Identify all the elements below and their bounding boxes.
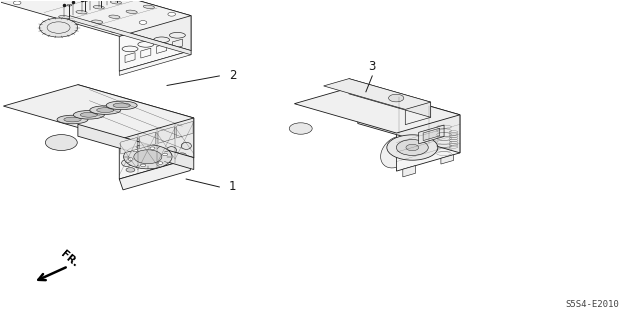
Polygon shape <box>78 85 194 158</box>
Circle shape <box>406 144 419 151</box>
Polygon shape <box>349 79 431 117</box>
Polygon shape <box>405 102 431 124</box>
Circle shape <box>132 149 138 152</box>
Polygon shape <box>78 124 194 170</box>
Circle shape <box>128 158 133 160</box>
Circle shape <box>163 153 168 156</box>
Polygon shape <box>119 16 191 71</box>
Polygon shape <box>70 16 191 55</box>
Ellipse shape <box>113 103 131 108</box>
Ellipse shape <box>106 101 137 110</box>
Text: 3: 3 <box>369 60 376 73</box>
Ellipse shape <box>57 115 88 124</box>
Polygon shape <box>70 0 191 51</box>
Circle shape <box>289 123 312 134</box>
Ellipse shape <box>67 4 72 6</box>
Polygon shape <box>158 127 175 143</box>
Text: S5S4-E2010: S5S4-E2010 <box>566 300 620 309</box>
Polygon shape <box>441 155 454 164</box>
Circle shape <box>168 12 175 16</box>
Polygon shape <box>419 125 444 144</box>
Polygon shape <box>119 51 191 76</box>
Ellipse shape <box>97 108 114 112</box>
Ellipse shape <box>76 11 87 14</box>
Ellipse shape <box>152 151 162 158</box>
Polygon shape <box>396 115 460 171</box>
Polygon shape <box>0 0 191 36</box>
Circle shape <box>134 150 162 164</box>
Polygon shape <box>140 132 156 149</box>
Ellipse shape <box>74 110 104 119</box>
Circle shape <box>387 135 438 160</box>
Ellipse shape <box>181 142 191 149</box>
Polygon shape <box>358 85 460 153</box>
Ellipse shape <box>126 10 137 13</box>
Polygon shape <box>381 137 396 168</box>
Circle shape <box>126 168 135 172</box>
Polygon shape <box>423 128 440 140</box>
Circle shape <box>111 29 118 33</box>
Circle shape <box>150 147 155 149</box>
Circle shape <box>40 18 77 37</box>
Polygon shape <box>121 137 137 154</box>
Polygon shape <box>403 166 415 177</box>
Ellipse shape <box>92 20 103 23</box>
Polygon shape <box>294 85 460 133</box>
Polygon shape <box>324 79 431 109</box>
Ellipse shape <box>166 147 177 154</box>
Text: 1: 1 <box>229 180 236 194</box>
Circle shape <box>160 158 169 162</box>
Ellipse shape <box>143 5 154 9</box>
Circle shape <box>124 145 172 169</box>
Circle shape <box>139 20 147 24</box>
Text: FR.: FR. <box>59 249 80 269</box>
Ellipse shape <box>80 112 97 117</box>
Text: 2: 2 <box>229 69 236 83</box>
Circle shape <box>143 163 152 167</box>
Circle shape <box>45 135 77 150</box>
Ellipse shape <box>109 15 120 19</box>
Ellipse shape <box>93 5 104 9</box>
Circle shape <box>13 1 21 5</box>
Ellipse shape <box>136 155 147 162</box>
Circle shape <box>388 94 404 102</box>
Ellipse shape <box>59 15 70 19</box>
Polygon shape <box>119 158 194 190</box>
Ellipse shape <box>110 1 122 4</box>
Polygon shape <box>3 85 194 140</box>
Polygon shape <box>177 121 193 138</box>
Circle shape <box>177 153 186 157</box>
Circle shape <box>158 162 163 164</box>
Polygon shape <box>119 118 194 179</box>
Ellipse shape <box>64 117 81 122</box>
Ellipse shape <box>90 106 121 114</box>
Circle shape <box>141 164 146 167</box>
Ellipse shape <box>83 0 88 2</box>
Circle shape <box>396 140 428 156</box>
Ellipse shape <box>122 160 132 166</box>
